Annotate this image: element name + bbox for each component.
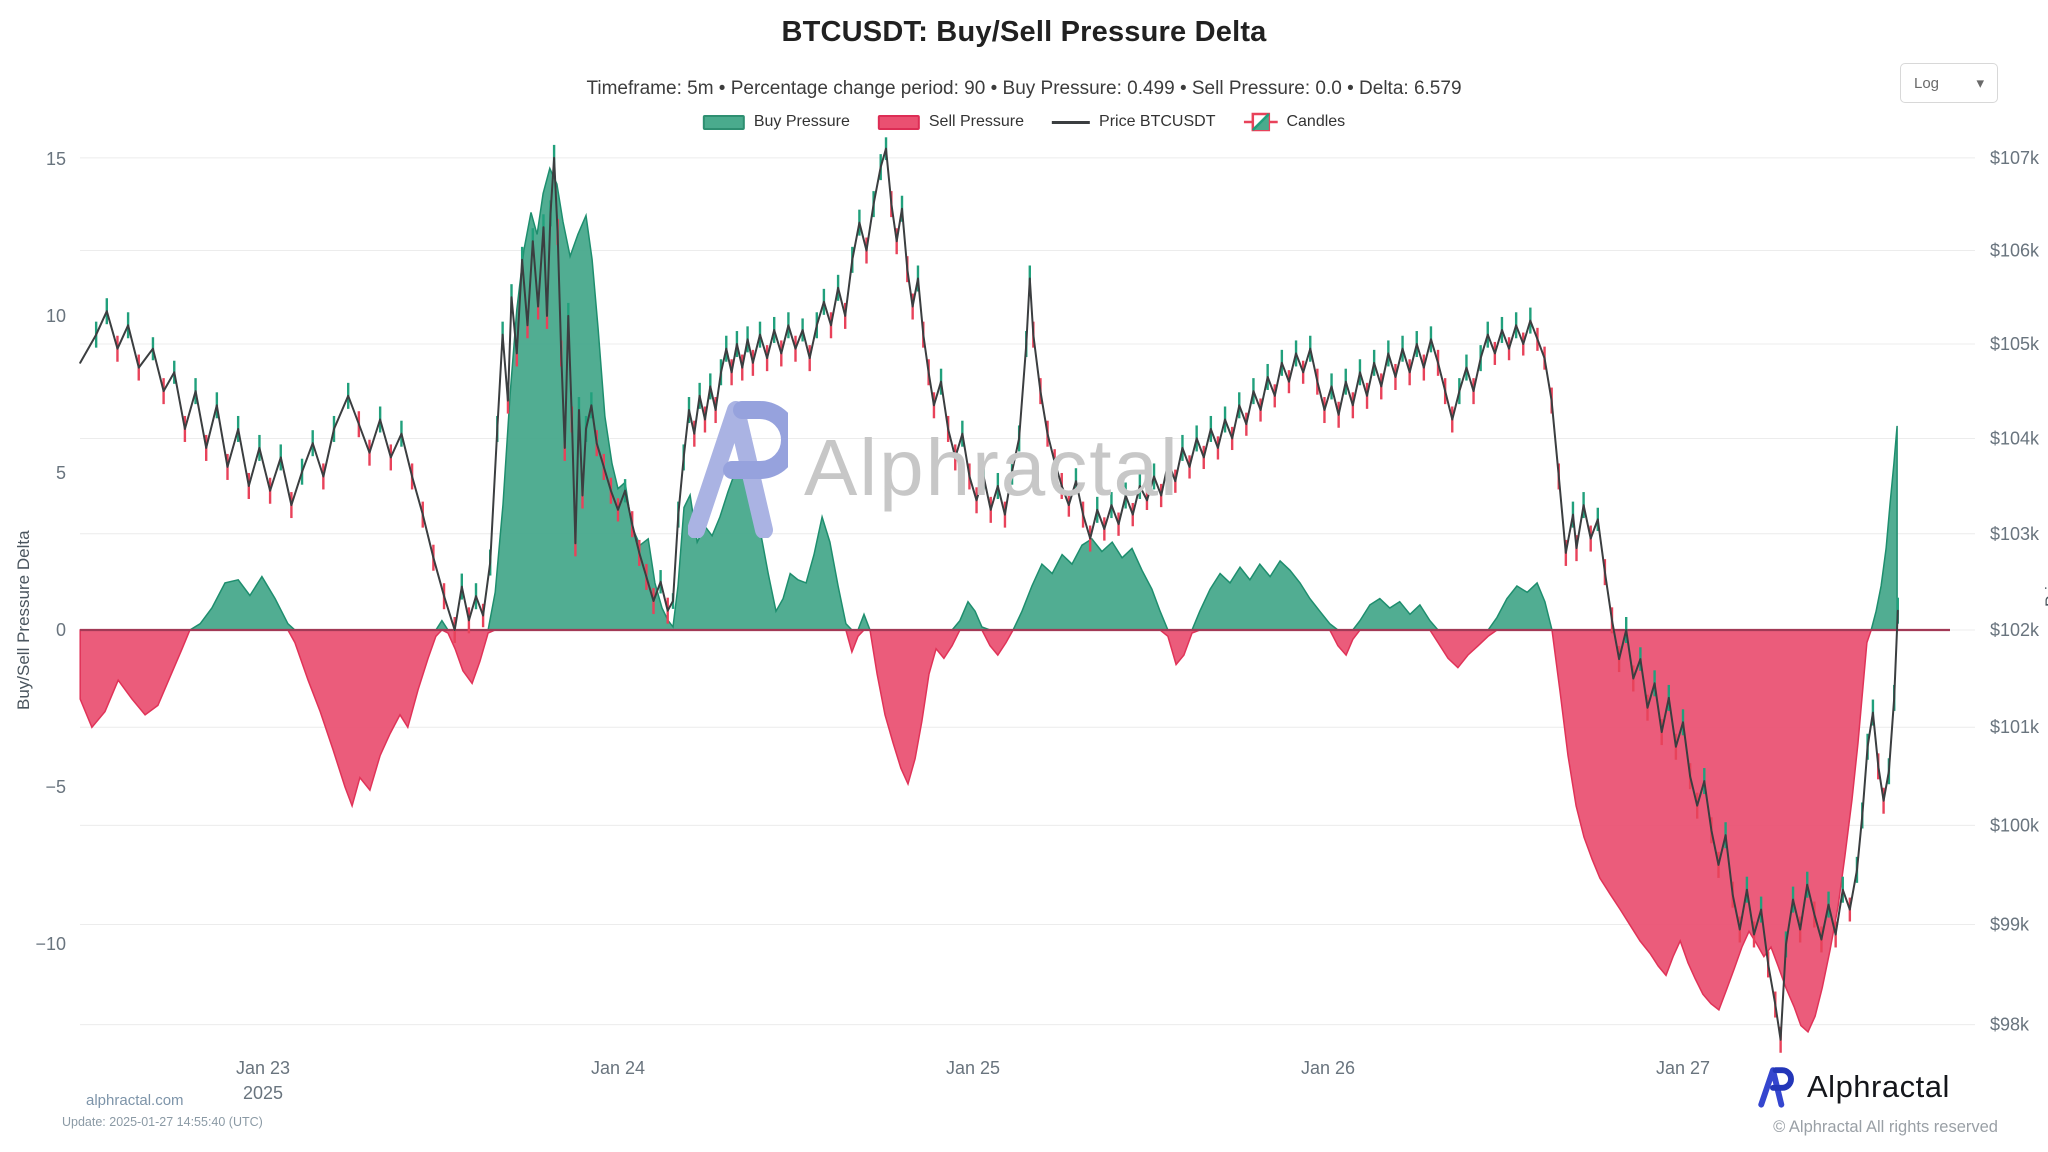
legend-label: Price BTCUSDT xyxy=(1099,113,1216,130)
svg-text:Jan 24: Jan 24 xyxy=(591,1058,645,1078)
svg-text:0: 0 xyxy=(56,620,66,640)
copyright-text: © Alphractal All rights reserved xyxy=(1773,1118,1998,1136)
legend-item-buy-pressure[interactable]: Buy Pressure xyxy=(702,113,850,131)
svg-text:$105k: $105k xyxy=(1990,334,2040,354)
svg-text:Jan 23: Jan 23 xyxy=(236,1058,290,1078)
legend-label: Sell Pressure xyxy=(928,113,1025,130)
sell-pressure-swatch-icon xyxy=(877,114,920,130)
legend-item-sell-pressure[interactable]: Sell Pressure xyxy=(877,113,1025,131)
svg-text:−10: −10 xyxy=(35,934,66,954)
svg-text:2025: 2025 xyxy=(243,1083,283,1103)
svg-text:5: 5 xyxy=(56,463,66,483)
svg-text:Jan 25: Jan 25 xyxy=(946,1058,1000,1078)
buy-pressure-swatch-icon xyxy=(702,114,745,130)
legend-item-candles[interactable]: Candles xyxy=(1243,110,1345,134)
svg-text:Jan 26: Jan 26 xyxy=(1301,1058,1355,1078)
svg-text:$106k: $106k xyxy=(1990,241,2040,261)
chevron-down-icon: ▾ xyxy=(1976,75,1984,92)
svg-text:$102k: $102k xyxy=(1990,620,2040,640)
svg-text:$98k: $98k xyxy=(1990,1015,2030,1035)
svg-text:$107k: $107k xyxy=(1990,148,2040,168)
legend: Buy Pressure Sell Pressure Price BTCUSDT… xyxy=(702,110,1345,134)
svg-text:$101k: $101k xyxy=(1990,717,2040,737)
scale-selector-value: Log xyxy=(1914,74,1940,92)
svg-text:$104k: $104k xyxy=(1990,428,2040,448)
scale-selector-dropdown[interactable]: Log ▾ xyxy=(1900,63,1998,103)
footer-brand-text: Alphractal xyxy=(1807,1069,1950,1104)
footer-brand: Alphractal xyxy=(1757,1066,1950,1108)
svg-text:$100k: $100k xyxy=(1990,815,2040,835)
legend-label: Buy Pressure xyxy=(753,113,850,130)
svg-text:$99k: $99k xyxy=(1990,914,2030,934)
alphractal-logo-icon xyxy=(1758,1067,1794,1108)
page-title: BTCUSDT: Buy/Sell Pressure Delta xyxy=(781,16,1267,48)
price-line-swatch-icon xyxy=(1052,120,1091,124)
alphractal-site-link[interactable]: alphractal.com xyxy=(86,1092,184,1109)
legend-label: Candles xyxy=(1286,113,1346,130)
svg-text:$103k: $103k xyxy=(1990,524,2040,544)
candle-icon xyxy=(1243,112,1278,132)
update-timestamp: Update: 2025-01-27 14:55:40 (UTC) xyxy=(62,1115,263,1129)
svg-text:−5: −5 xyxy=(45,777,66,797)
svg-text:10: 10 xyxy=(46,306,66,326)
legend-item-price[interactable]: Price BTCUSDT xyxy=(1052,113,1215,131)
svg-text:Jan 27: Jan 27 xyxy=(1656,1058,1710,1078)
left-axis-title: Buy/Sell Pressure Delta xyxy=(14,530,33,710)
svg-text:15: 15 xyxy=(46,149,66,169)
right-axis-title: Price xyxy=(2042,568,2048,607)
chart-subtitle: Timeframe: 5m • Percentage change period… xyxy=(586,78,1462,99)
